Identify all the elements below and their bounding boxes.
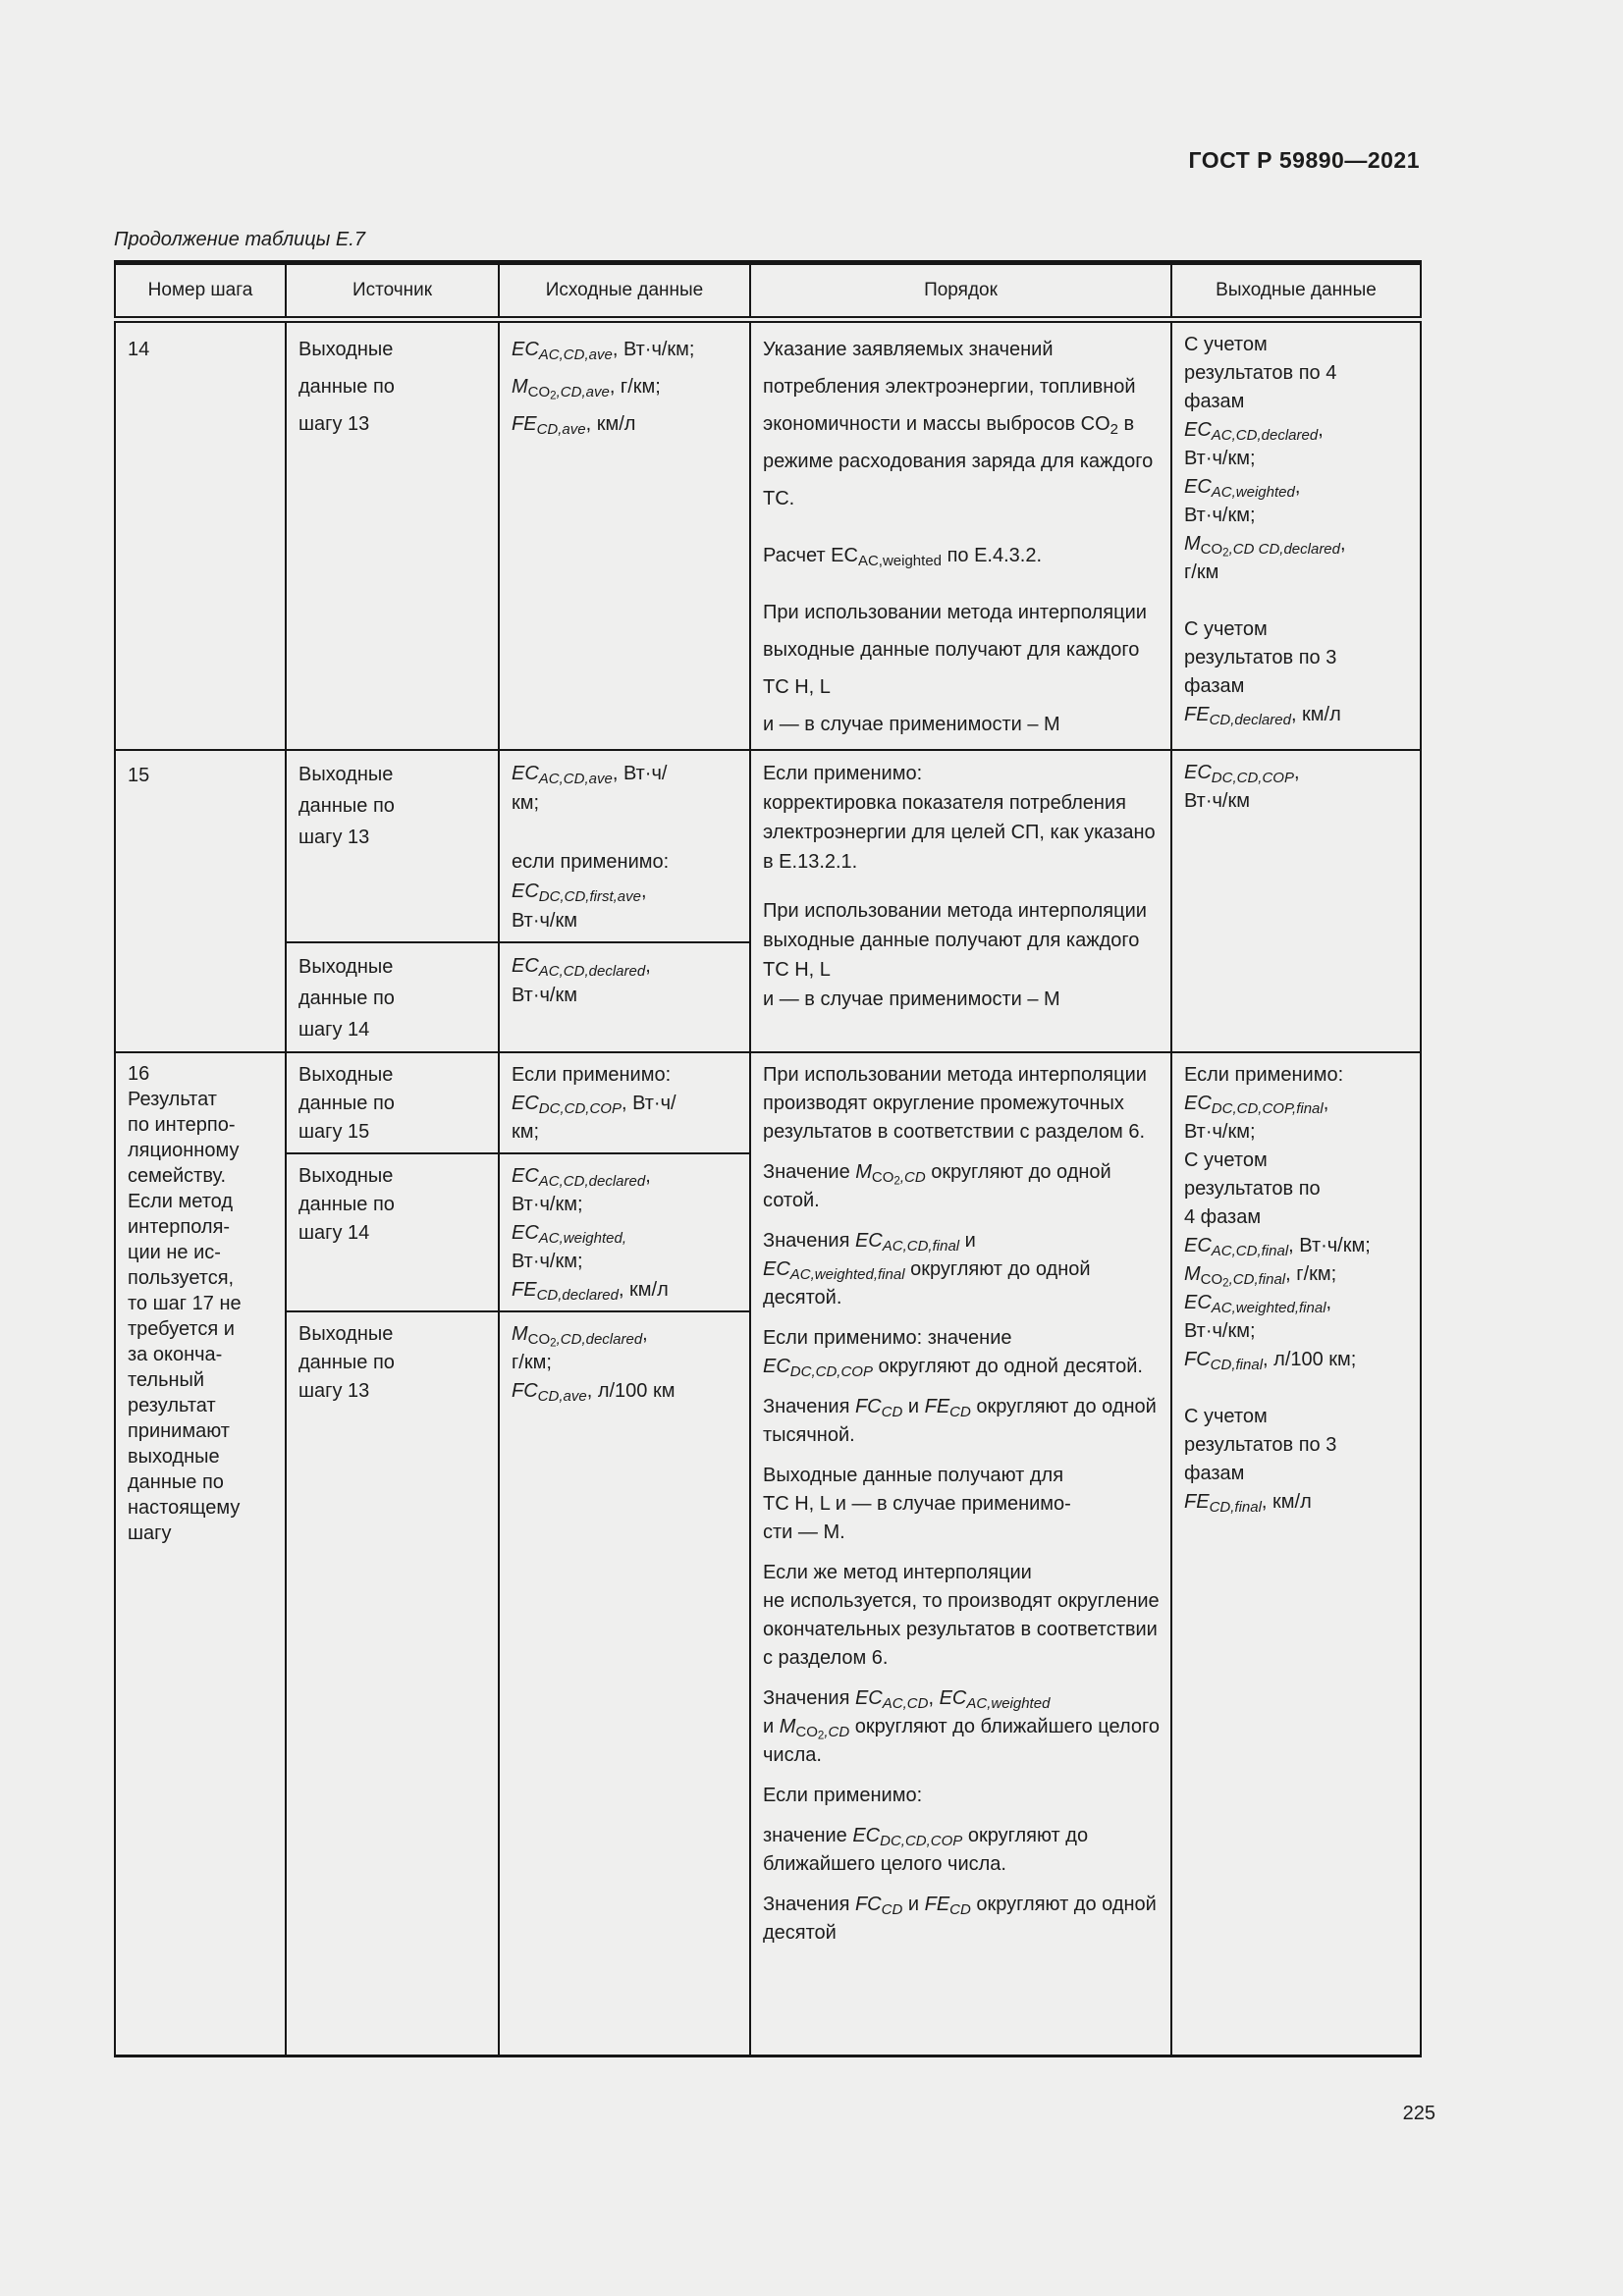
cell-step-15-input-1: ECAC,CD,ave, Вт·ч/ км; если применимо: EC…	[498, 749, 751, 943]
cell-step-15-source-1: Выходные данные по шагу 13	[285, 749, 500, 943]
table-row: 15 Выходные данные по шагу 13 ECAC,CD,av…	[114, 749, 1422, 1053]
col-header-step-number: Номер шага	[114, 261, 287, 323]
page-content: ГОСТ Р 59890—2021 Продолжение таблицы Е.…	[114, 0, 1435, 2125]
cell-step-14-output: С учетом результатов по 4 фазам ECAC,CD,d…	[1170, 318, 1422, 751]
table-row: 16 Результат по интерпо- ляционному семе…	[114, 1051, 1422, 2056]
cell-step-16-procedure: При использовании метода интерполяции пр…	[749, 1051, 1172, 2056]
table-e7: Номер шага Источник Исходные данные Поря…	[114, 260, 1422, 2057]
table-row: Выходные данные по шагу 14 ECAC,CD,decla…	[115, 1152, 1421, 1312]
table-caption: Продолжение таблицы Е.7	[114, 229, 365, 250]
col-header-output-data: Выходные данные	[1170, 261, 1422, 323]
cell-step-16-output: Если применимо: ECDC,CD,COP,final, Вт·ч/к…	[1170, 1051, 1422, 2056]
document-number-header: ГОСТ Р 59890—2021	[1188, 147, 1420, 173]
cell-step-16-input-1: Если применимо: ECDC,CD,COP, Вт·ч/ км;	[498, 1051, 751, 1154]
table-header-row: Номер шага Источник Исходные данные Поря…	[114, 261, 1422, 323]
cell-step-16-input-3: MCO2,CD,declared, г/км; FCCD,ave, л/100 к…	[498, 1310, 751, 2056]
table-row: 14 Выходные данные по шагу 13 ECAC,CD,av…	[114, 318, 1422, 751]
col-header-source: Источник	[285, 261, 500, 323]
cell-step-15-number: 15	[114, 749, 287, 1053]
cell-step-14-input: ECAC,CD,ave, Вт·ч/км; MCO2,CD,ave, г/км; F…	[498, 318, 751, 751]
col-header-procedure: Порядок	[749, 261, 1172, 323]
cell-step-15-source-2: Выходные данные по шагу 14	[285, 941, 500, 1053]
table-row: Выходные данные по шагу 13 MCO2,CD,decla…	[115, 1310, 1421, 2056]
cell-step-16-source-3: Выходные данные по шагу 13	[285, 1310, 500, 2056]
cell-step-14-procedure: Указание заявляемых значений потребления…	[749, 318, 1172, 751]
cell-step-16-source-1: Выходные данные по шагу 15	[285, 1051, 500, 1154]
cell-step-15-procedure: Если применимо: корректировка показателя…	[749, 749, 1172, 1053]
cell-step-15-output: ECDC,CD,COP, Вт·ч/км	[1170, 749, 1422, 1053]
cell-step-16-source-2: Выходные данные по шагу 14	[285, 1152, 500, 1312]
col-header-input-data: Исходные данные	[498, 261, 751, 323]
cell-step-16-input-2: ECAC,CD,declared, Вт·ч/км; ECAC,weighted,…	[498, 1152, 751, 1312]
cell-step-14-source: Выходные данные по шагу 13	[285, 318, 500, 751]
table-row: Выходные данные по шагу 14 ECAC,CD,decla…	[115, 941, 1421, 1053]
cell-step-14-number: 14	[114, 318, 287, 751]
cell-step-16-number: 16 Результат по интерпо- ляционному семе…	[114, 1051, 287, 2056]
page-number: 225	[1402, 2102, 1435, 2124]
cell-step-15-input-2: ECAC,CD,declared, Вт·ч/км	[498, 941, 751, 1053]
